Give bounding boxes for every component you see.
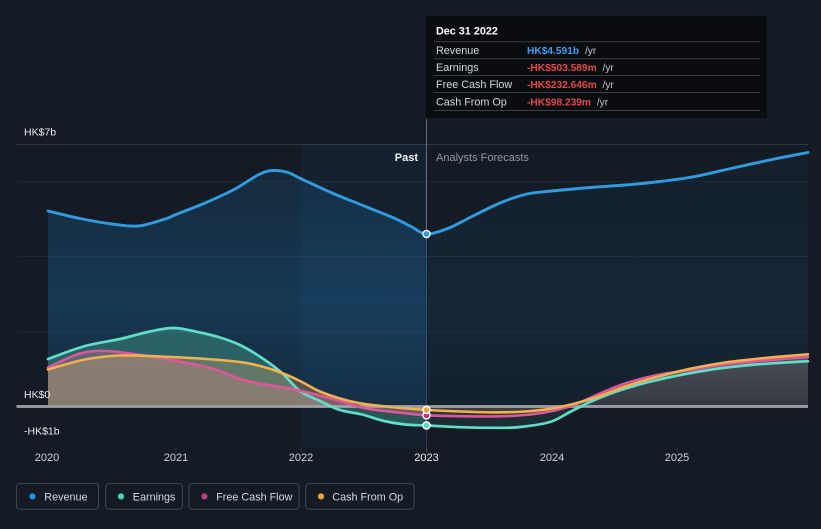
svg-text:2025: 2025 <box>665 452 689 464</box>
svg-text:-HK$1b: -HK$1b <box>24 426 60 438</box>
svg-text:2024: 2024 <box>540 452 564 464</box>
svg-text:HK$4.591b /yr: HK$4.591b /yr <box>527 46 597 57</box>
svg-text:-HK$98.239m /yr: -HK$98.239m /yr <box>527 97 609 108</box>
svg-text:Earnings: Earnings <box>133 491 176 503</box>
svg-text:2022: 2022 <box>289 452 313 464</box>
svg-text:Cash From Op: Cash From Op <box>332 491 403 503</box>
svg-text:Revenue: Revenue <box>436 45 479 57</box>
svg-text:Past: Past <box>395 152 419 164</box>
svg-text:Cash From Op: Cash From Op <box>436 96 507 108</box>
svg-text:Revenue: Revenue <box>44 491 87 503</box>
svg-text:Analysts Forecasts: Analysts Forecasts <box>436 152 529 164</box>
svg-text:Free Cash Flow: Free Cash Flow <box>436 79 512 91</box>
svg-text:Earnings: Earnings <box>436 62 479 74</box>
svg-text:2021: 2021 <box>164 452 188 464</box>
svg-text:HK$7b: HK$7b <box>24 127 56 139</box>
svg-text:2023: 2023 <box>414 452 438 464</box>
svg-text:-HK$503.589m /yr: -HK$503.589m /yr <box>527 63 614 74</box>
svg-text:Dec 31 2022: Dec 31 2022 <box>436 26 498 38</box>
svg-text:HK$0: HK$0 <box>24 389 50 401</box>
svg-text:-HK$232.646m /yr: -HK$232.646m /yr <box>527 80 614 91</box>
svg-text:Free Cash Flow: Free Cash Flow <box>216 491 292 503</box>
svg-text:2020: 2020 <box>35 452 59 464</box>
